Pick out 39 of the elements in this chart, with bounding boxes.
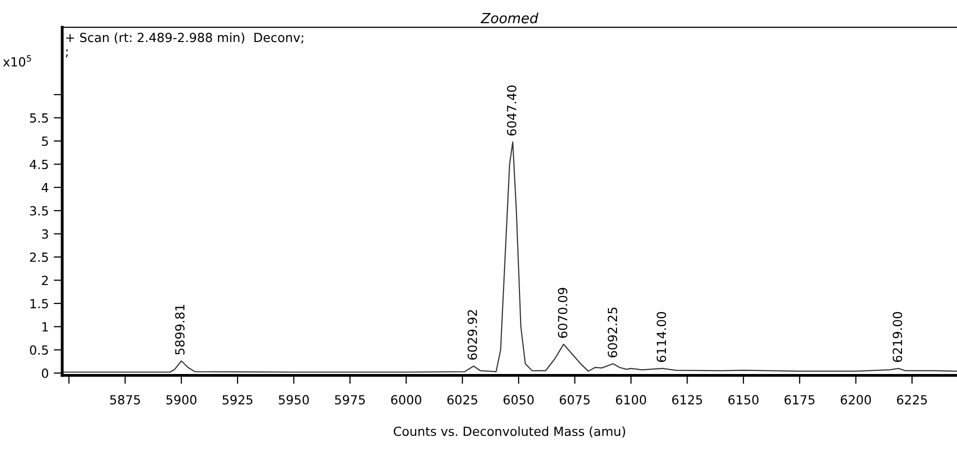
- annotation: 6092.25: [608, 308, 618, 358]
- y-tick-label: 0.5: [30, 345, 48, 355]
- x-tick-label: 6075: [560, 395, 590, 404]
- x-tick-label: 6225: [897, 395, 927, 404]
- y-tick-label: 3: [42, 229, 48, 239]
- x-axis-title: Counts vs. Deconvoluted Mass (amu): [394, 426, 626, 438]
- y-tick-label: 5: [42, 136, 48, 146]
- y-tick-label: 4.5: [30, 160, 48, 170]
- x-tick-label: 6125: [672, 395, 702, 404]
- x-tick-label: 6100: [616, 395, 646, 404]
- x-tick-label: 6200: [840, 395, 871, 404]
- y-tick-label: 5.5: [30, 113, 48, 123]
- y-tick-label: 1: [42, 322, 48, 332]
- annotation: 6219.00: [892, 312, 902, 362]
- x-tick-label: 6150: [728, 395, 758, 404]
- line-series: [62, 141, 957, 373]
- x-tick-label: 6000: [391, 395, 422, 404]
- chart-title: Zoomed: [480, 12, 538, 24]
- annotation: 6070.09: [558, 288, 568, 338]
- annotation: 6114.00: [656, 312, 666, 362]
- x-tick-label: 6175: [784, 395, 814, 404]
- x-tick-label: 5975: [335, 395, 365, 404]
- x-tick-label: 5900: [166, 395, 196, 404]
- y-axis-title: x10$^{5}$: [3, 55, 32, 67]
- x-tick-label: 5875: [110, 395, 140, 404]
- annotation: 6029.92: [468, 310, 478, 360]
- x-tick-label: 6025: [447, 395, 478, 404]
- annotation: + Scan (rt: 2.489-2.988 min) Deconv; ;: [66, 32, 304, 58]
- annotation: 6047.40: [506, 86, 516, 136]
- x-tick-label: 6050: [504, 395, 534, 404]
- y-tick-label: 2: [42, 276, 48, 285]
- y-tick-label: 2.5: [30, 252, 48, 262]
- y-tick-label: 3.5: [30, 206, 48, 216]
- y-tick-label: 0: [42, 368, 48, 378]
- y-tick-label: 4: [42, 183, 48, 192]
- y-tick-label: 1.5: [30, 299, 48, 308]
- x-tick-label: 5925: [222, 395, 252, 404]
- x-tick-label: 5950: [278, 395, 309, 404]
- annotation: 5899.81: [175, 304, 185, 354]
